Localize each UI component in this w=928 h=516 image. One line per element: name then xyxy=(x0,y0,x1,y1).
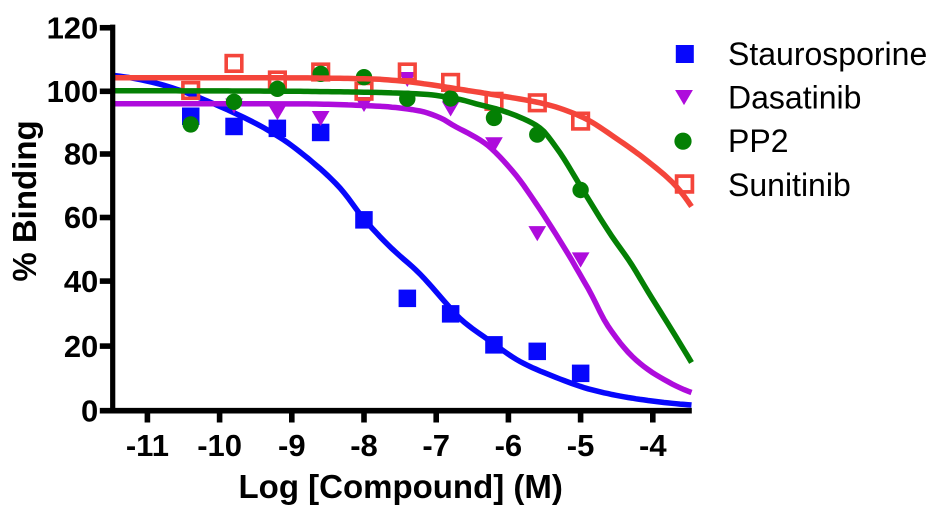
svg-text:120: 120 xyxy=(47,11,99,46)
svg-text:-9: -9 xyxy=(278,428,306,463)
svg-text:-7: -7 xyxy=(422,428,450,463)
svg-text:PP2: PP2 xyxy=(728,123,788,159)
svg-text:80: 80 xyxy=(64,137,98,172)
svg-text:0: 0 xyxy=(81,393,98,428)
svg-text:20: 20 xyxy=(64,329,98,364)
svg-text:-6: -6 xyxy=(495,428,523,463)
svg-text:Staurosporine: Staurosporine xyxy=(728,36,927,72)
svg-text:% Binding: % Binding xyxy=(6,120,43,281)
svg-text:60: 60 xyxy=(64,200,98,235)
svg-text:-5: -5 xyxy=(567,428,595,463)
svg-text:Sunitinib: Sunitinib xyxy=(728,167,851,203)
svg-text:40: 40 xyxy=(64,264,98,299)
svg-text:100: 100 xyxy=(47,74,99,109)
svg-text:-4: -4 xyxy=(639,428,667,463)
svg-text:-8: -8 xyxy=(350,428,378,463)
svg-text:Dasatinib: Dasatinib xyxy=(728,80,861,116)
svg-text:Log [Compound] (M): Log [Compound] (M) xyxy=(239,468,563,505)
svg-text:-10: -10 xyxy=(197,428,242,463)
svg-text:-11: -11 xyxy=(126,428,169,463)
